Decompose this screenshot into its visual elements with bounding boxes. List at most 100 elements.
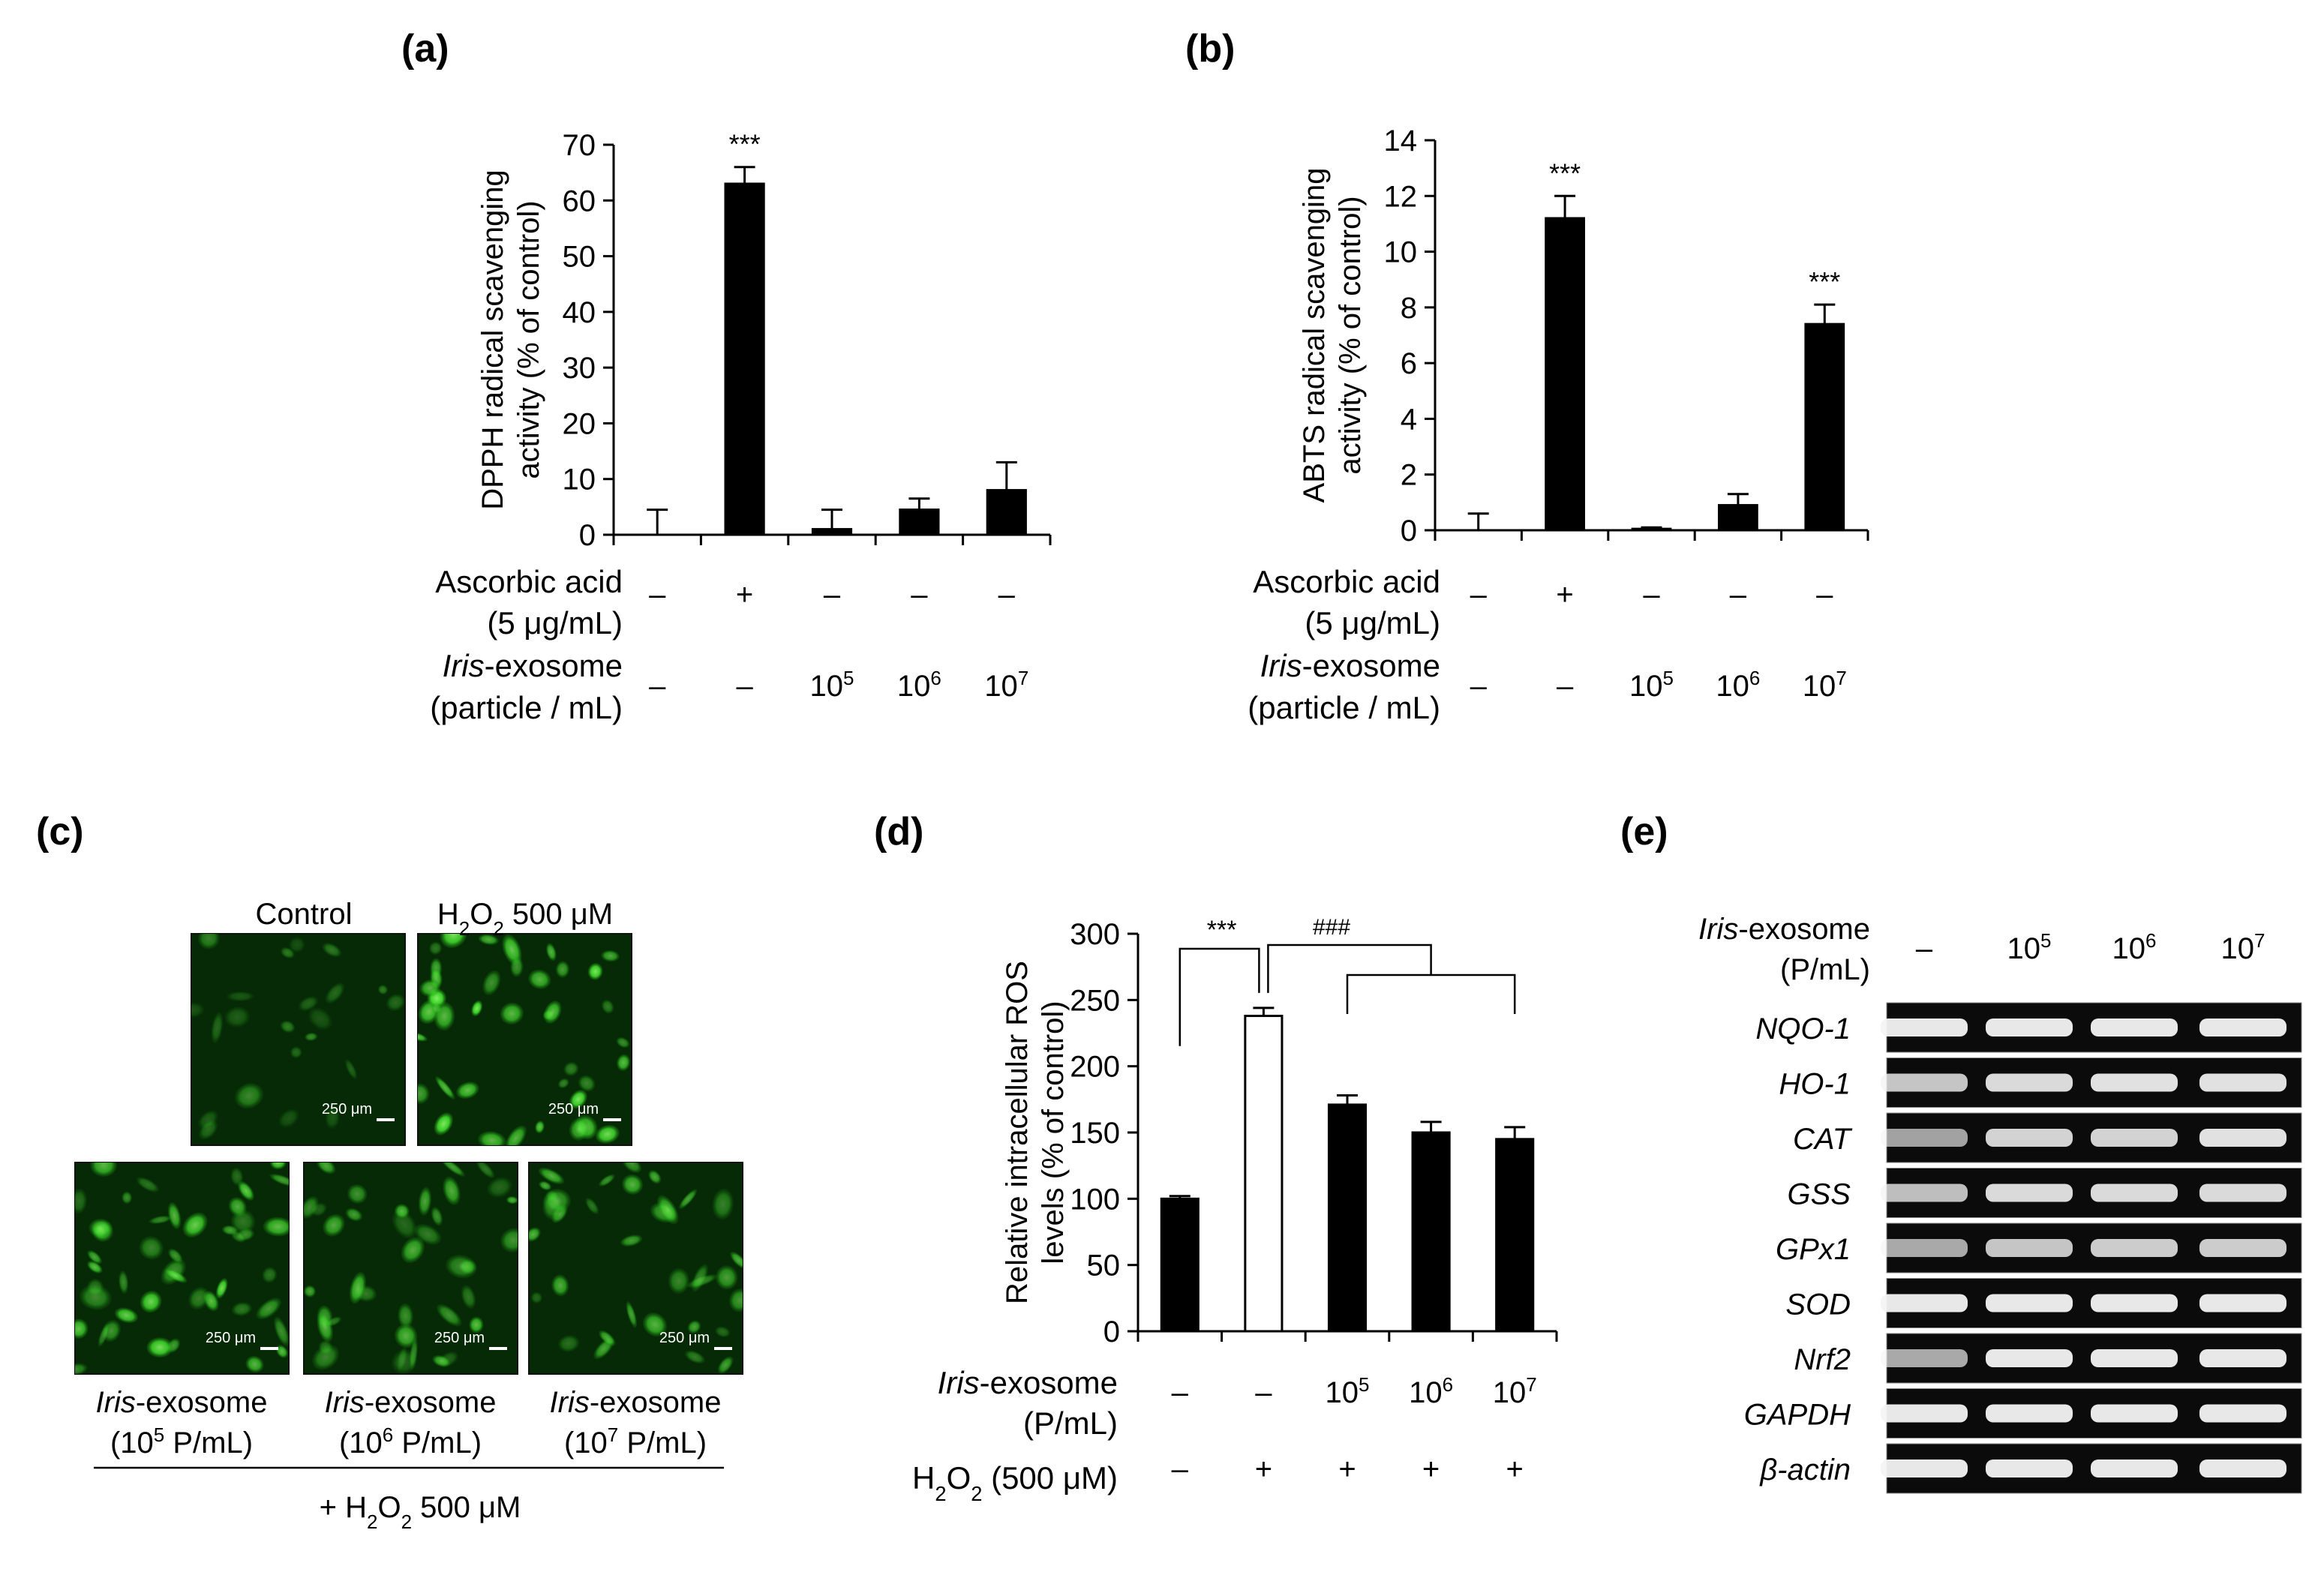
scale-bar-label: 250 μm: [548, 1101, 599, 1118]
fluorescent-cell: [418, 1186, 432, 1216]
fluorescent-cell: [322, 943, 342, 958]
micrograph-label-h2o2-part: O: [470, 898, 493, 931]
condition-value-part: 5: [843, 667, 854, 689]
fluorescent-cell: [317, 1162, 336, 1174]
fluorescent-cell: [691, 1264, 709, 1292]
fluorescent-cell: [445, 1254, 477, 1279]
fluorescent-cell: [440, 1162, 465, 1177]
panel-letter-e: (e): [1620, 810, 1668, 854]
micrograph-label-conc-part: P/mL): [618, 1426, 707, 1460]
rest-part: -exosome: [136, 1386, 268, 1419]
fluorescent-cell: [557, 1334, 580, 1352]
condition-value-part: 6: [930, 667, 941, 689]
y-tick-label: 0: [1401, 514, 1417, 548]
fluorescent-cell: [455, 1082, 479, 1100]
gene-label: GPx1: [1776, 1233, 1851, 1266]
fluorescent-cell: [545, 943, 557, 962]
fluorescent-cell: [487, 1177, 512, 1198]
fluorescent-cell: [114, 1307, 139, 1324]
condition-value-part: 10: [1409, 1376, 1443, 1409]
fluorescent-cell: [188, 1286, 209, 1310]
fluorescent-cell: [231, 1302, 252, 1316]
fluorescent-cell: [500, 1228, 518, 1252]
fluorescent-cell: [478, 934, 499, 945]
fluorescent-cell: [443, 1176, 461, 1205]
fluorescent-cell: [122, 1191, 133, 1204]
fluorescent-cell: [578, 1075, 596, 1092]
condition-label: Iris-exosome: [1260, 648, 1440, 683]
fluorescent-cell: [622, 1162, 642, 1174]
condition-label: (5 μg/mL): [1305, 605, 1440, 640]
fluorescent-cell: [413, 1223, 442, 1245]
gel-band: [1986, 1129, 2073, 1147]
gel-lane-label: 106: [2112, 929, 2157, 965]
fluorescent-cell: [312, 1344, 340, 1370]
gel-lane-label: –: [1916, 932, 1933, 965]
fluorescent-cell: [648, 1170, 662, 1184]
y-tick-label: 250: [1070, 984, 1120, 1017]
gel-band: [1986, 1404, 2073, 1423]
fluorescent-cell: [436, 1304, 462, 1327]
condition-label-part: (500 μM): [982, 1460, 1118, 1496]
y-tick-label: 2: [1401, 459, 1417, 492]
fluorescent-cell: [344, 1058, 358, 1080]
micrograph-footer-part: 2: [367, 1510, 377, 1533]
condition-label: Ascorbic acid: [1253, 564, 1440, 599]
condition-value-part: 5: [1663, 667, 1674, 689]
condition-value: +: [1338, 1453, 1356, 1486]
fluorescent-cell: [323, 1214, 345, 1237]
micrograph-label-conc: (106 P/mL): [339, 1424, 482, 1460]
micrograph-label: Iris-exosome: [96, 1386, 268, 1419]
micrograph-label-h2o2-part: 2: [493, 917, 503, 940]
condition-label: (particle / mL): [1248, 690, 1440, 725]
condition-value: –: [824, 578, 841, 611]
micrograph-label: Iris-exosome: [325, 1386, 497, 1419]
condition-value: 107: [984, 667, 1028, 703]
condition-label-part: H: [912, 1460, 935, 1496]
fluorescent-cell: [728, 1288, 743, 1312]
fluorescent-cell: [79, 1284, 112, 1310]
fluorescent-cell: [326, 1316, 342, 1327]
italic-part: Iris: [1698, 913, 1738, 946]
gel-band: [2091, 1294, 2178, 1312]
micrograph-label-conc-part: (10: [339, 1426, 383, 1460]
fluorescent-cell: [139, 1236, 164, 1260]
fluorescent-cell: [440, 934, 467, 949]
gel-band: [1881, 1349, 1968, 1367]
micrograph-2: 250 μm: [417, 933, 632, 1146]
fluorescent-cell: [543, 1000, 562, 1024]
micrograph-label-conc-part: 6: [383, 1424, 393, 1446]
condition-label: (particle / mL): [430, 690, 623, 725]
condition-label: (5 μg/mL): [487, 605, 623, 640]
micrograph-label-conc: (107 P/mL): [564, 1424, 707, 1460]
gel-band: [2199, 1129, 2286, 1147]
significance-bracket: [1179, 947, 1260, 1046]
fluorescent-cell: [626, 1300, 638, 1328]
micrograph-label: Iris-exosome: [550, 1386, 722, 1419]
bar: [811, 528, 853, 536]
condition-value: 106: [897, 667, 941, 703]
fluorescent-cell: [656, 1195, 679, 1225]
fluorescent-cell: [557, 1078, 569, 1089]
fluorescent-cell: [712, 1188, 734, 1220]
rest-part: -exosome: [590, 1386, 722, 1419]
y-axis-label: activity (% of control): [1334, 196, 1367, 474]
fluorescent-cell: [471, 1000, 483, 1017]
micrograph-label-control: Control: [256, 898, 353, 931]
significance-label: ***: [729, 129, 761, 160]
panel-letter-d: (d): [874, 810, 923, 854]
condition-value-part: 10: [1493, 1376, 1527, 1409]
gel-band: [2199, 1404, 2286, 1423]
italic-part: Iris: [938, 1365, 980, 1400]
fluorescent-cell: [75, 1318, 89, 1340]
bar: [986, 489, 1027, 536]
y-tick-label: 40: [563, 296, 596, 329]
fluorescent-cell: [569, 1089, 587, 1109]
fluorescent-cell: [620, 1234, 643, 1247]
condition-value: 107: [1493, 1373, 1537, 1409]
gel-lane-label-part: 10: [2112, 932, 2146, 965]
fluorescent-cell: [394, 1324, 418, 1348]
condition-value-part: 7: [1836, 667, 1846, 689]
gel-band: [1881, 1129, 1968, 1147]
fluorescent-cell: [269, 1162, 287, 1170]
